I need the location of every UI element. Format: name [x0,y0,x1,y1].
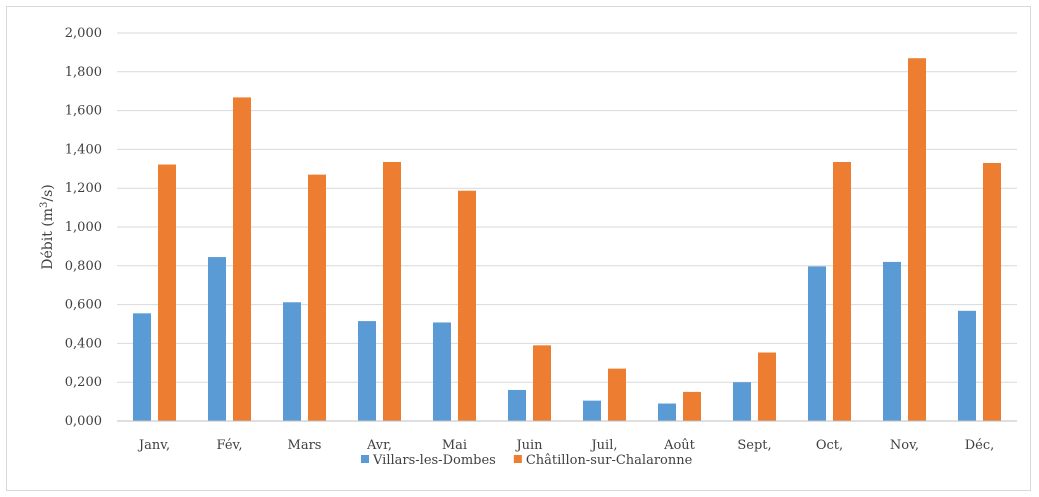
y-tick-label: 0,800 [65,259,102,274]
x-tick-label: Fév, [217,438,243,453]
x-tick-label: Avr, [366,438,392,453]
y-tick-label: 0,000 [65,414,102,429]
y-tick-label: 0,200 [65,375,102,390]
y-tick-label: 1,000 [65,220,102,235]
bar-villars-9 [733,382,751,421]
bar-villars-11 [883,261,901,421]
y-axis-label-end: /s) [40,184,56,201]
y-tick-label: 1,800 [65,65,102,80]
bar-villars-7 [583,400,601,421]
bar-chatillon-12 [983,162,1001,422]
bar-chatillon-5 [458,190,476,421]
y-tick-label: 0,600 [65,298,102,313]
x-tick-label: Juil, [589,438,617,453]
bar-villars-5 [433,322,451,421]
bar-chatillon-2 [233,97,251,422]
x-tick-label: Mai [442,438,467,453]
x-axis-ticks: Janv, Fév, Mars Avr, Mai Juin Juil, Août Sept, Oc… [137,438,994,453]
bar-villars-8 [658,403,676,421]
gridlines [117,32,1017,383]
y-tick-label: 1,200 [65,181,102,196]
bar-chatillon-3 [308,174,326,421]
y-tick-label: 0,400 [65,336,102,351]
bar-chatillon-7 [608,368,626,421]
y-tick-label: 2,000 [65,26,102,41]
x-tick-label: Août [663,438,696,453]
bar-villars-2 [208,257,226,421]
x-tick-label: Oct, [816,438,843,453]
bar-villars-4 [358,321,376,421]
legend-item-chatillon: Châtillon-sur-Chalaronne [513,453,693,468]
bar-chatillon-8 [683,391,701,421]
bars [133,58,1001,422]
legend: Villars-les-Dombes Châtillon-sur-Chalaron… [361,453,693,468]
legend-swatch [513,455,522,463]
bar-chatillon-4 [383,162,401,421]
legend-item-villars: Villars-les-Dombes [361,453,496,468]
x-tick-label: Juin [514,438,543,453]
x-tick-label: Sept, [737,438,771,453]
bar-chatillon-6 [533,345,551,421]
bar-villars-1 [133,313,151,421]
bar-villars-10 [808,266,826,421]
bar-villars-3 [283,302,301,421]
y-axis-ticks: 0,000 0,200 0,400 0,600 0,800 1,000 1,200 1,400… [65,26,102,429]
legend-label: Villars-les-Dombes [372,453,496,468]
legend-swatch [361,455,369,463]
bar-chatillon-1 [158,164,176,422]
y-axis-label: Débit (m3/s) [39,184,57,270]
x-tick-label: Nov, [890,438,919,453]
bar-villars-6 [508,389,526,421]
x-tick-label: Janv, [137,438,170,453]
y-tick-label: 1,600 [65,104,102,119]
bar-villars-12 [958,310,976,421]
bar-chatillon-11 [908,58,926,421]
bar-chatillon-10 [833,162,851,421]
y-tick-label: 1,400 [65,142,102,157]
x-tick-label: Mars [288,438,322,453]
y-axis-label-superscript: 3 [39,202,50,208]
bar-chatillon-9 [758,352,776,421]
y-axis-label-main: Débit (m [40,208,56,270]
legend-label: Châtillon-sur-Chalaronne [526,453,693,468]
x-tick-label: Déc, [965,438,995,453]
